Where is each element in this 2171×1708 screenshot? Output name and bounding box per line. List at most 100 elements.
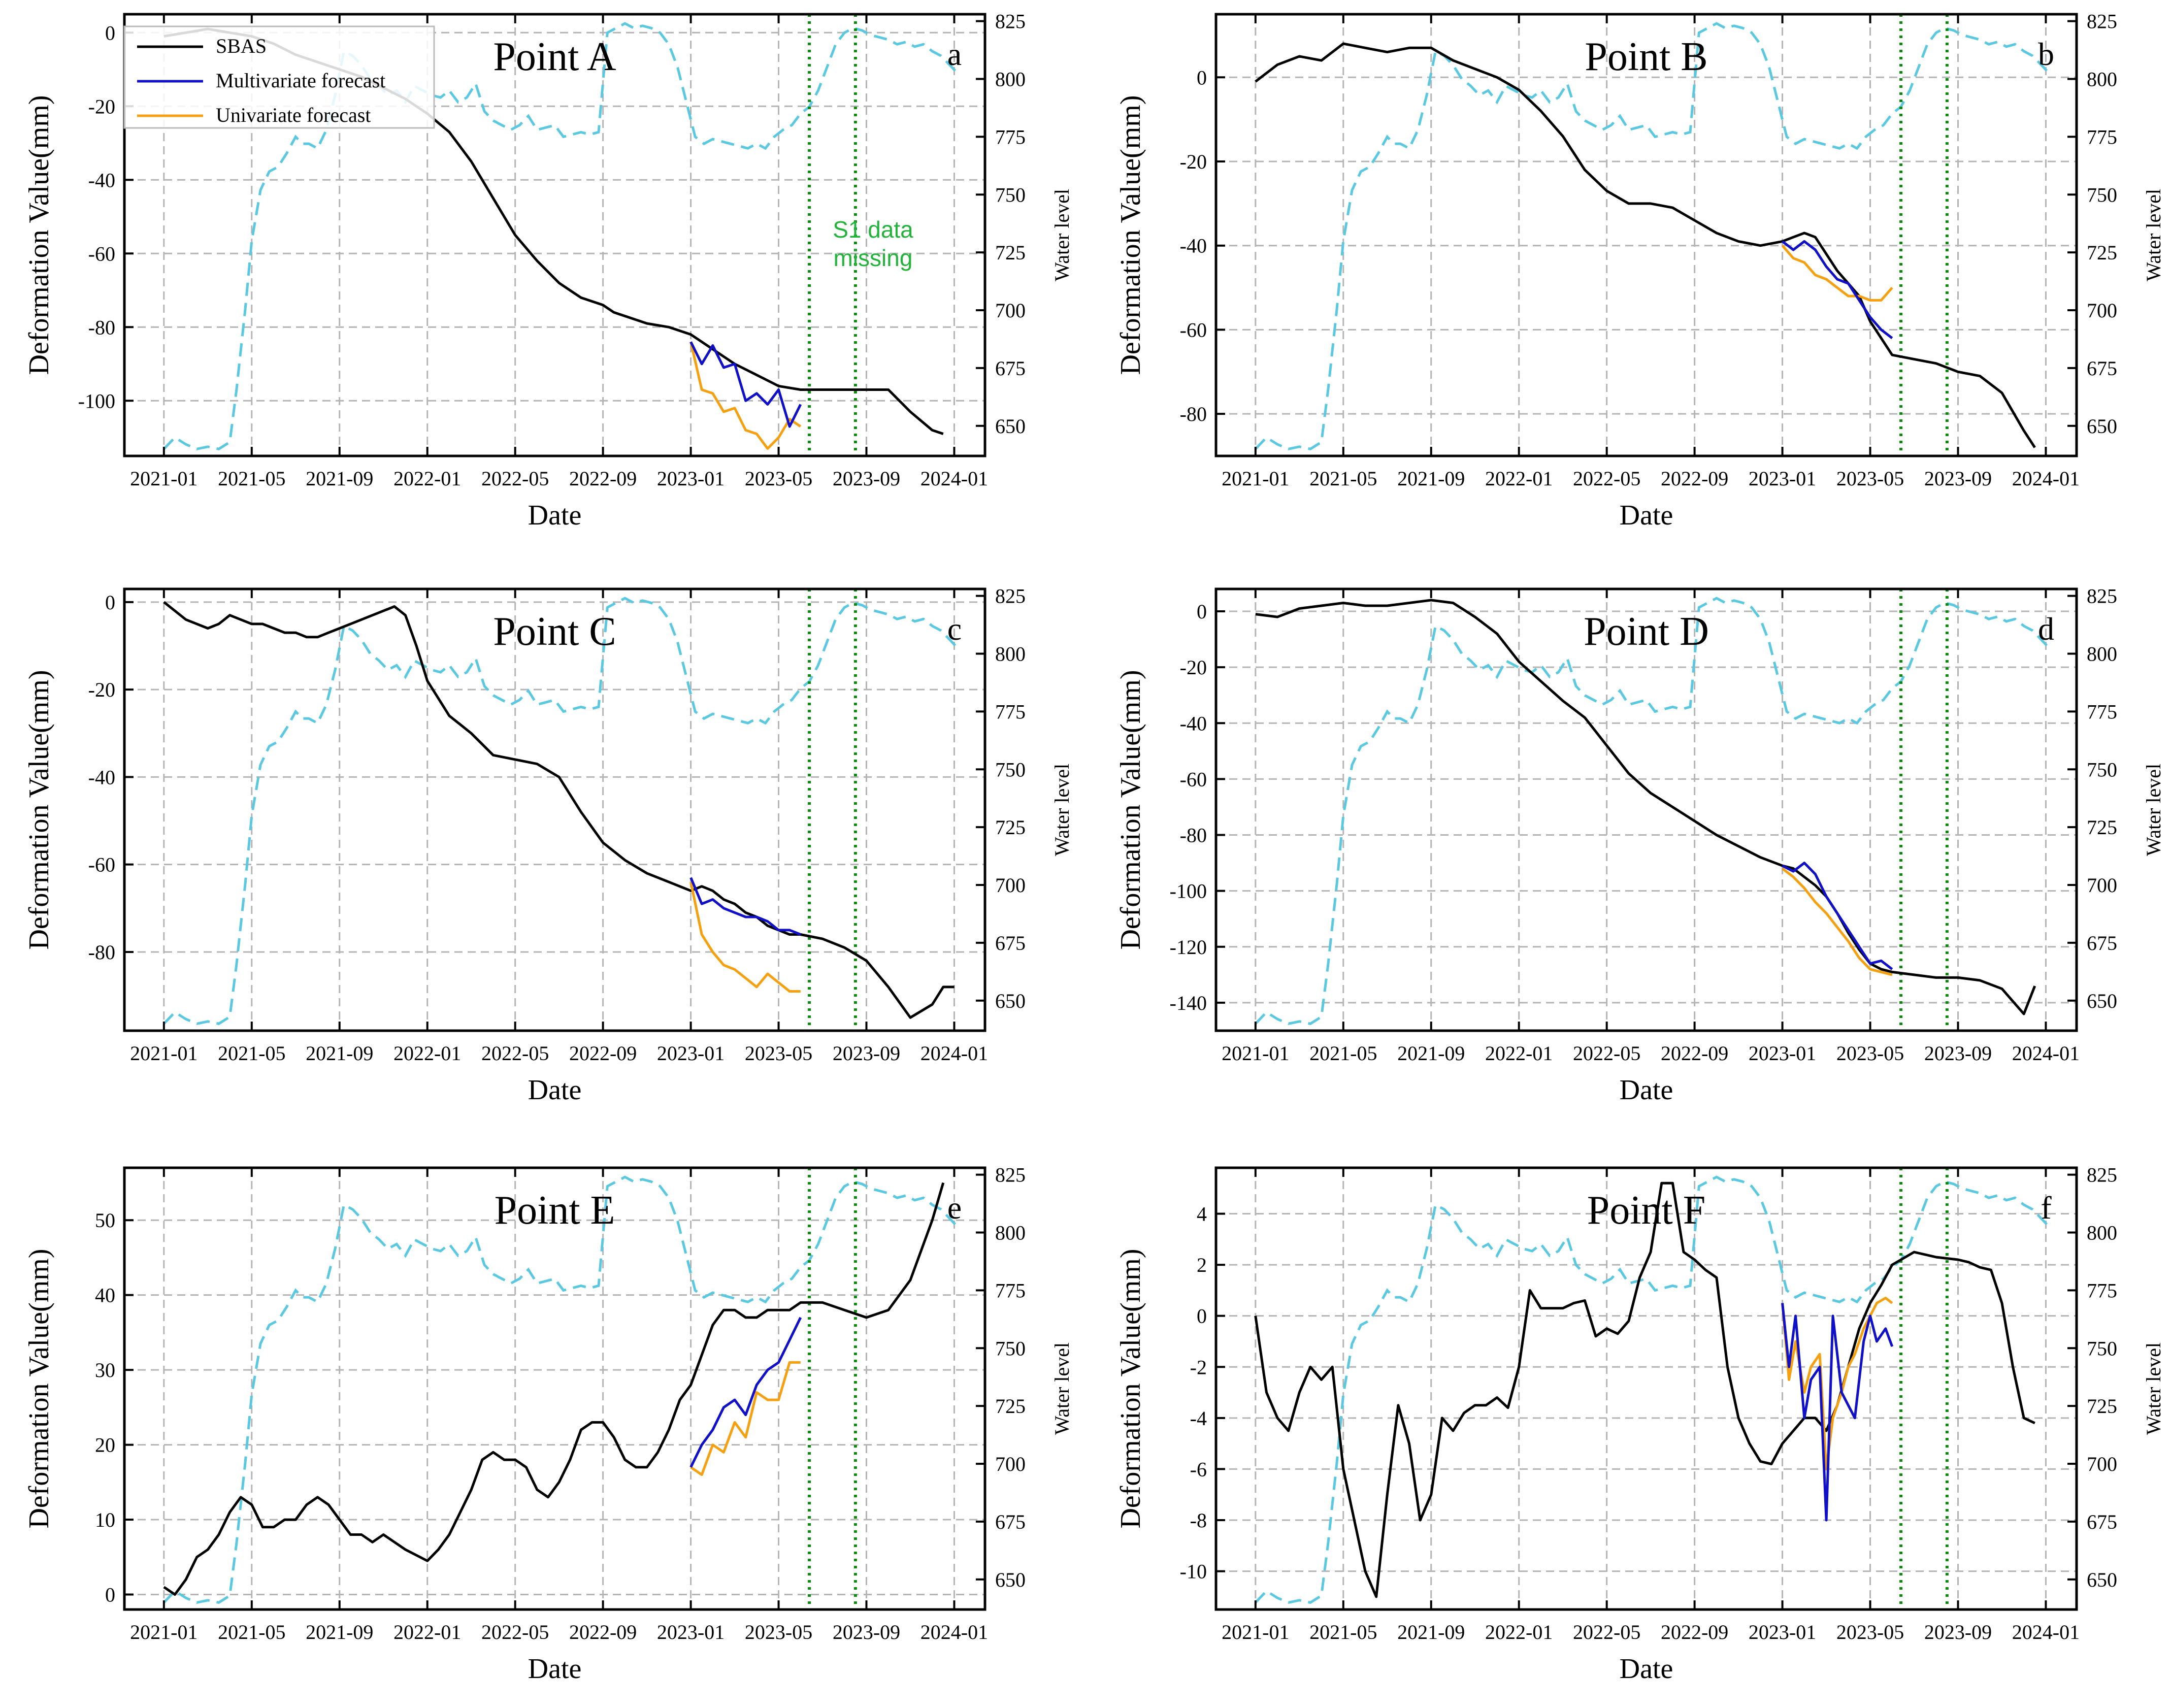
x-tick-label: 2021-05 bbox=[1309, 467, 1377, 490]
legend-box bbox=[123, 25, 435, 129]
legend-uni-label: Univariate forecast bbox=[216, 104, 371, 126]
x-axis-title: Date bbox=[528, 1653, 582, 1685]
water-level-line bbox=[1254, 597, 2051, 1025]
x-tick-label: 2022-01 bbox=[1485, 1042, 1553, 1065]
sbas-line bbox=[1255, 599, 2036, 1015]
x-tick-label: 2021-09 bbox=[1397, 1621, 1465, 1644]
sbas-line bbox=[163, 601, 955, 1019]
y-tick-label: -60 bbox=[88, 242, 115, 265]
legend-multi-label: Multivariate forecast bbox=[216, 69, 385, 92]
y-tick-label: -20 bbox=[88, 95, 115, 118]
panel-title: Point C bbox=[493, 609, 616, 654]
y2-tick-label: 650 bbox=[995, 990, 1026, 1012]
y-tick-label: 0 bbox=[1197, 66, 1207, 89]
y-tick-label: -140 bbox=[1170, 992, 1207, 1014]
y-tick-label: -100 bbox=[78, 389, 115, 412]
x-tick-label: 2022-01 bbox=[1485, 467, 1553, 490]
panel-title: Point A bbox=[493, 35, 616, 79]
y2-tick-label: 775 bbox=[2087, 125, 2117, 148]
y-axis-title: Deformation Value(mm) bbox=[1115, 95, 1146, 375]
x-tick-label: 2021-01 bbox=[1222, 1621, 1289, 1644]
y2-tick-label: 775 bbox=[995, 700, 1026, 723]
x-axis-title: Date bbox=[1620, 500, 1673, 531]
panel-letter: c bbox=[947, 611, 962, 647]
multivariate-forecast-line bbox=[1782, 240, 1893, 339]
y-axis-title: Deformation Value(mm) bbox=[23, 670, 55, 949]
y2-tick-label: 675 bbox=[2087, 357, 2117, 380]
y2-tick-label: 700 bbox=[2087, 874, 2117, 897]
x-tick-label: 2022-05 bbox=[1573, 1042, 1640, 1065]
y-tick-label: -80 bbox=[88, 316, 115, 339]
x-tick-label: 2021-09 bbox=[1397, 1042, 1465, 1065]
univariate-forecast-line bbox=[1782, 867, 1893, 976]
y2-tick-label: 825 bbox=[2087, 1164, 2117, 1187]
sbas-line bbox=[1254, 1181, 2035, 1598]
x-tick-label: 2022-05 bbox=[1573, 1621, 1640, 1644]
panel-title: Point E bbox=[495, 1188, 615, 1233]
water-level-line bbox=[162, 1175, 960, 1604]
y2-tick-label: 750 bbox=[2087, 1337, 2117, 1360]
y2-tick-label: 775 bbox=[995, 1279, 1026, 1302]
y-tick-label: 10 bbox=[95, 1508, 115, 1531]
multivariate-forecast-line bbox=[689, 1317, 802, 1468]
y-axis-title: Deformation Value(mm) bbox=[23, 95, 55, 375]
y2-tick-label: 800 bbox=[995, 68, 1026, 91]
y2-tick-label: 725 bbox=[2087, 241, 2117, 264]
y2-tick-label: 700 bbox=[2087, 299, 2117, 322]
y2-tick-label: 675 bbox=[995, 357, 1026, 380]
y-tick-label: 0 bbox=[1197, 1305, 1207, 1328]
annotation-text: missing bbox=[834, 245, 913, 271]
x-tick-label: 2021-09 bbox=[306, 467, 373, 490]
x-tick-label: 2024-01 bbox=[920, 1042, 988, 1065]
y-tick-label: -60 bbox=[1180, 768, 1207, 791]
x-tick-label: 2021-01 bbox=[130, 1042, 198, 1065]
y2-tick-label: 750 bbox=[995, 1337, 1026, 1360]
y2-tick-label: 650 bbox=[995, 1568, 1026, 1591]
x-tick-label: 2021-05 bbox=[218, 1621, 285, 1644]
x-tick-label: 2022-05 bbox=[481, 1621, 549, 1644]
y2-tick-label: 750 bbox=[2087, 183, 2117, 206]
plot-area bbox=[1254, 14, 2051, 456]
x-tick-label: 2022-09 bbox=[1661, 467, 1728, 490]
x-tick-label: 2023-09 bbox=[833, 1042, 900, 1065]
plot-area bbox=[162, 1168, 960, 1610]
panel-letter: a bbox=[947, 36, 962, 72]
y2-tick-label: 825 bbox=[995, 1164, 1026, 1187]
y2-tick-label: 750 bbox=[995, 758, 1026, 781]
y-tick-label: 0 bbox=[1197, 600, 1207, 623]
univariate-forecast-line bbox=[1781, 245, 1893, 302]
x-tick-label: 2023-05 bbox=[745, 467, 812, 490]
x-tick-label: 2023-05 bbox=[745, 1042, 812, 1065]
x-axis-title: Date bbox=[528, 500, 582, 531]
y2-tick-label: 675 bbox=[995, 932, 1026, 955]
y-tick-label: -60 bbox=[1180, 318, 1207, 341]
y-tick-label: 20 bbox=[95, 1434, 115, 1457]
panel-c: 2021-01 2021-05 2021-09 2022-01 2022-05 2022-… bbox=[23, 585, 1073, 1106]
x-tick-label: 2023-09 bbox=[833, 1621, 900, 1644]
panel-f: 2021-01 2021-05 2021-09 2022-01 2022-05 2022-… bbox=[1115, 1164, 2165, 1685]
y2-tick-label: 775 bbox=[995, 125, 1026, 148]
plot-area bbox=[1254, 589, 2051, 1031]
y2-axis-title: Water level bbox=[1050, 189, 1073, 281]
y2-tick-label: 775 bbox=[2087, 1279, 2117, 1302]
y-tick-label: -20 bbox=[88, 678, 115, 701]
legend-sbas-label: SBAS bbox=[216, 35, 267, 57]
multivariate-forecast-line bbox=[1782, 862, 1893, 970]
y2-tick-label: 725 bbox=[995, 816, 1026, 839]
x-tick-label: 2021-01 bbox=[1222, 467, 1289, 490]
y2-tick-label: 700 bbox=[2087, 1453, 2117, 1475]
x-tick-label: 2022-09 bbox=[569, 467, 637, 490]
x-tick-label: 2024-01 bbox=[2012, 1042, 2080, 1065]
x-tick-label: 2021-09 bbox=[306, 1042, 373, 1065]
annotation-text: S1 data bbox=[833, 216, 913, 243]
multivariate-forecast-line bbox=[689, 877, 801, 936]
panel-title: Point F bbox=[1587, 1188, 1705, 1233]
univariate-forecast-line bbox=[689, 881, 801, 993]
x-tick-label: 2023-09 bbox=[1924, 467, 1992, 490]
y2-tick-label: 750 bbox=[2087, 758, 2117, 781]
y-tick-label: 0 bbox=[105, 21, 115, 44]
x-tick-label: 2023-01 bbox=[1749, 1621, 1816, 1644]
panel-b: 2021-01 2021-05 2021-09 2022-01 2022-05 2022-… bbox=[1115, 10, 2165, 531]
y2-axis-title: Water level bbox=[2142, 1342, 2165, 1435]
plot-area bbox=[1254, 1168, 2051, 1610]
